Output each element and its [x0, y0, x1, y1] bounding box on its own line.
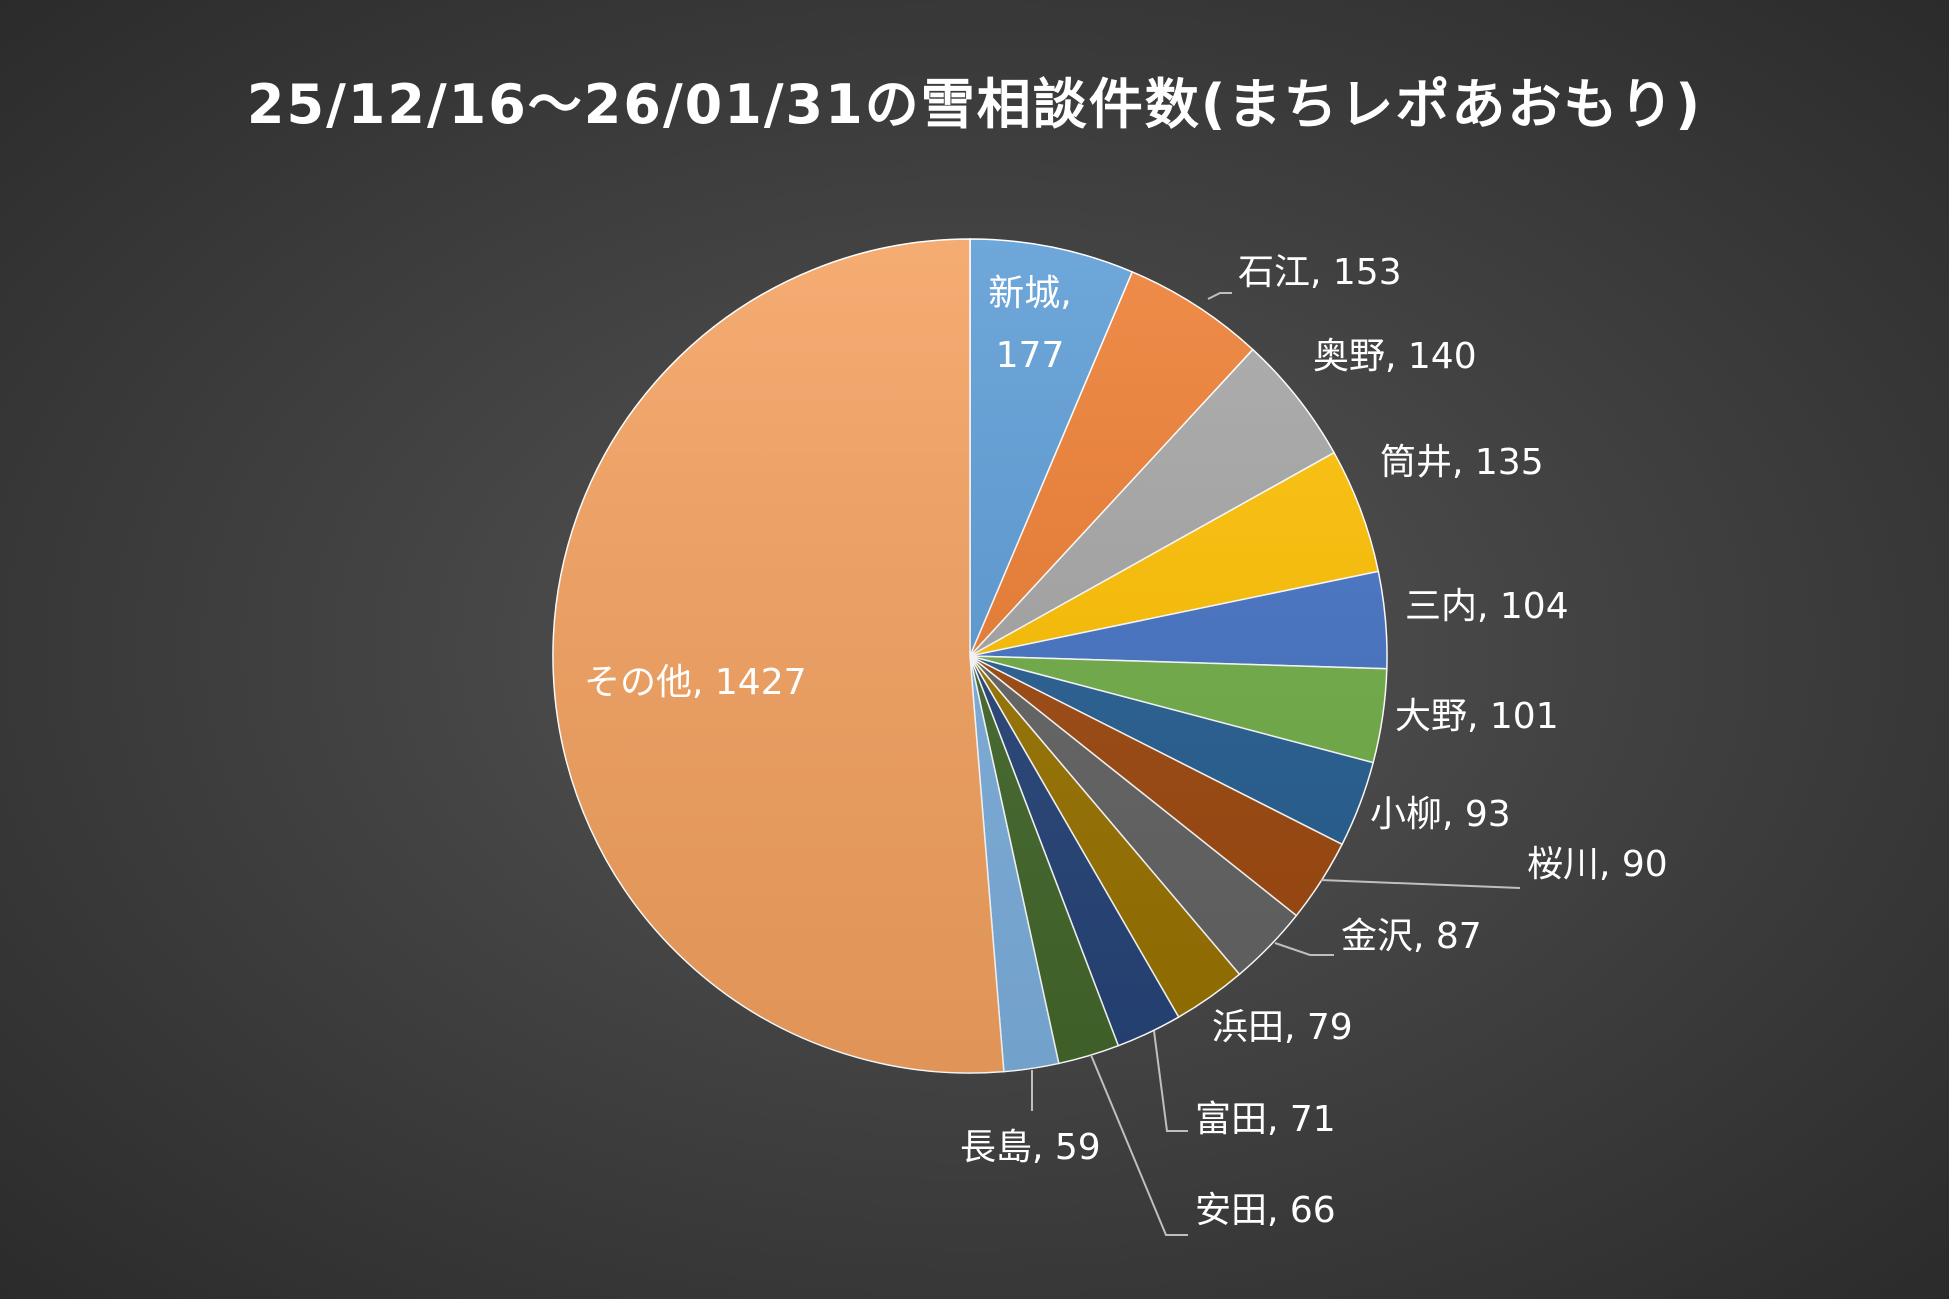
leader-line-1 — [1207, 292, 1232, 300]
leader-lines — [1031, 292, 1521, 1236]
leader-line-8 — [1274, 942, 1334, 956]
slice-label-7: 桜川, 90 — [1527, 844, 1668, 885]
slice-label-6: 小柳, 93 — [1370, 794, 1511, 835]
slice-label-13: その他, 1427 — [584, 662, 807, 703]
pie-slices — [552, 238, 1388, 1074]
slice-label-2: 奥野, 140 — [1313, 336, 1477, 377]
leader-line-10 — [1153, 1030, 1188, 1132]
slice-label-0: 新城, 177 — [988, 273, 1071, 376]
slice-label-12: 長島, 59 — [960, 1127, 1101, 1168]
slice-label-9: 浜田, 79 — [1212, 1007, 1353, 1048]
slice-label-3: 筒井, 135 — [1380, 442, 1544, 483]
leader-line-7 — [1320, 879, 1521, 889]
slice-label-11: 安田, 66 — [1195, 1190, 1336, 1231]
slice-label-1: 石江, 153 — [1238, 252, 1402, 293]
slice-label-8: 金沢, 87 — [1341, 916, 1482, 957]
slice-label-10: 富田, 71 — [1195, 1099, 1336, 1140]
slice-label-5: 大野, 101 — [1395, 696, 1559, 737]
leader-line-11 — [1090, 1054, 1188, 1236]
pie-slice-13 — [552, 238, 1005, 1074]
chart-title: 25/12/16～26/01/31の雪相談件数(まちレポあおもり) — [246, 73, 1703, 136]
slice-labels: 新城, 177 石江, 153 奥野, 140 筒井, 135 三内, 104 大野, 10… — [584, 252, 1668, 1231]
slice-label-4: 三内, 104 — [1405, 586, 1569, 627]
